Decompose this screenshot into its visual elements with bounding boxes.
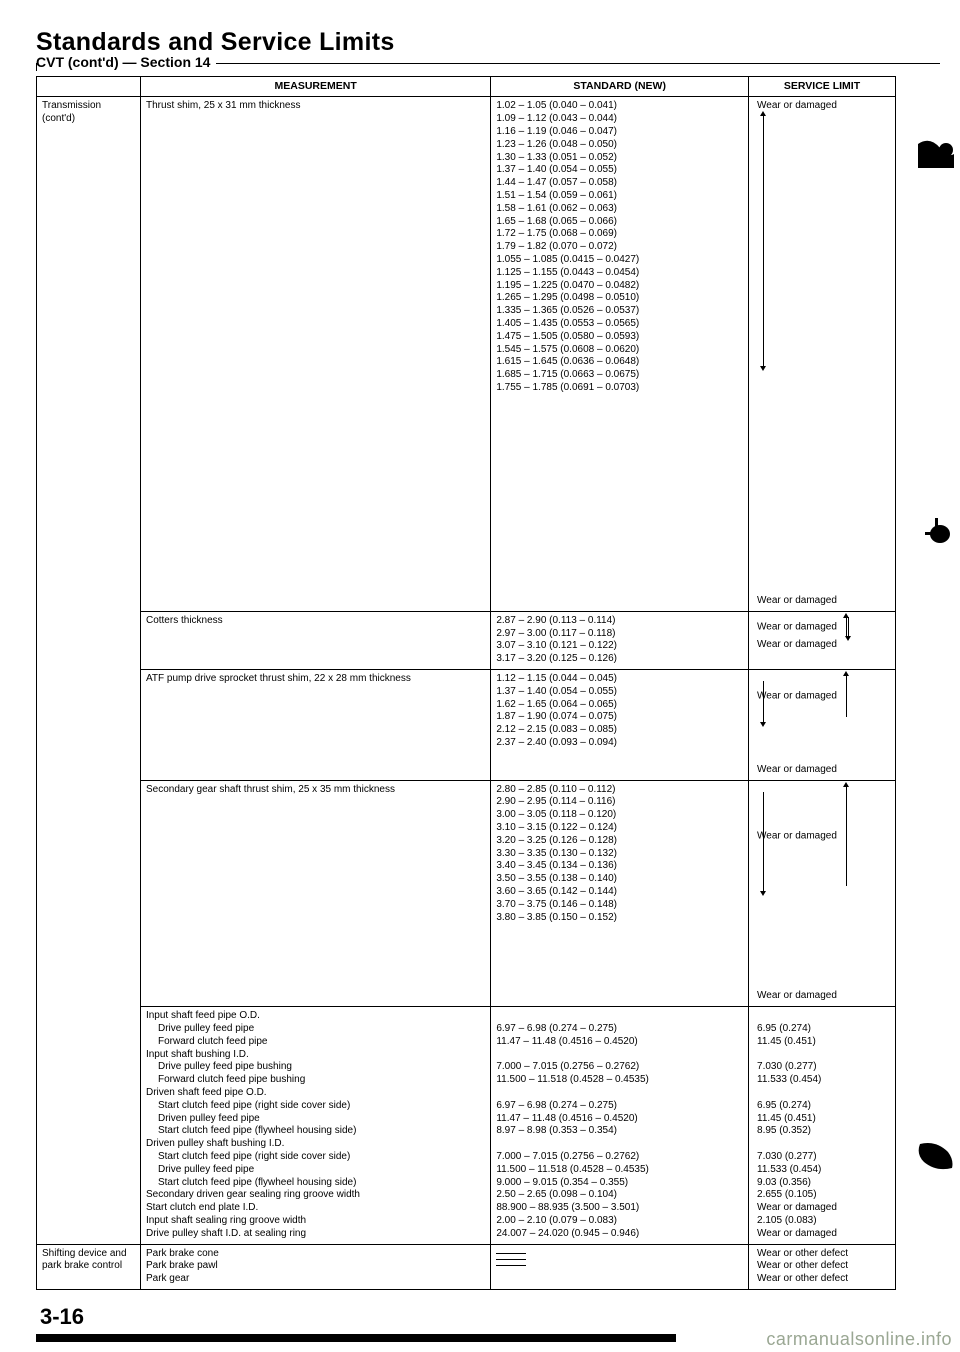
table-row: Transmission (cont'd) Thrust shim, 25 x … bbox=[37, 97, 896, 611]
std-list: 1.02 – 1.05 (0.040 – 0.041)1.09 – 1.12 (… bbox=[496, 100, 743, 394]
col-category bbox=[37, 77, 141, 97]
section-label: CVT (cont'd) — Section 14 bbox=[36, 54, 216, 70]
col-standard: STANDARD (NEW) bbox=[491, 77, 749, 97]
page-number: 3-16 bbox=[40, 1304, 940, 1330]
page-title: Standards and Service Limits bbox=[36, 28, 940, 57]
table-row: Cotters thickness 2.87 – 2.90 (0.113 – 0… bbox=[37, 611, 896, 669]
dash-icon bbox=[496, 1259, 526, 1260]
measurement-cell: Park brake conePark brake pawlPark gear bbox=[140, 1244, 490, 1289]
footer-bar bbox=[36, 1334, 676, 1342]
table-row: ATF pump drive sprocket thrust shim, 22 … bbox=[37, 670, 896, 781]
limit-cell: 6.95 (0.274)11.45 (0.451) 7.030 (0.277)1… bbox=[749, 1007, 896, 1244]
standard-cell: 6.97 – 6.98 (0.274 – 0.275)11.47 – 11.48… bbox=[491, 1007, 749, 1244]
measurement-cell: Secondary gear shaft thrust shim, 25 x 3… bbox=[140, 780, 490, 1007]
limit-cell: Wear or damaged Wear or damaged bbox=[749, 670, 896, 781]
tab-icon bbox=[918, 1142, 954, 1170]
tab-icon bbox=[918, 518, 954, 546]
measurement-cell: Input shaft feed pipe O.D.Drive pulley f… bbox=[140, 1007, 490, 1244]
category-cell: Transmission (cont'd) bbox=[37, 97, 141, 1244]
limit-cell: Wear or damaged Wear or damaged bbox=[749, 97, 896, 611]
measurement-cell: Cotters thickness bbox=[140, 611, 490, 669]
standard-cell: 1.02 – 1.05 (0.040 – 0.041)1.09 – 1.12 (… bbox=[491, 97, 749, 611]
category-cell: Shifting device and park brake control bbox=[37, 1244, 141, 1289]
table-row: Secondary gear shaft thrust shim, 25 x 3… bbox=[37, 780, 896, 1007]
limit-cell: Wear or damaged Wear or damaged bbox=[749, 611, 896, 669]
table-row: Input shaft feed pipe O.D.Drive pulley f… bbox=[37, 1007, 896, 1244]
table-row: Shifting device and park brake control P… bbox=[37, 1244, 896, 1289]
measurement-cell: ATF pump drive sprocket thrust shim, 22 … bbox=[140, 670, 490, 781]
col-limit: SERVICE LIMIT bbox=[749, 77, 896, 97]
standard-cell: 2.87 – 2.90 (0.113 – 0.114)2.97 – 3.00 (… bbox=[491, 611, 749, 669]
measurement-cell: Thrust shim, 25 x 31 mm thickness bbox=[140, 97, 490, 611]
dash-icon bbox=[496, 1253, 526, 1254]
col-measurement: MEASUREMENT bbox=[140, 77, 490, 97]
tab-icon bbox=[918, 140, 954, 168]
standard-cell: 2.80 – 2.85 (0.110 – 0.112)2.90 – 2.95 (… bbox=[491, 780, 749, 1007]
dash-icon bbox=[496, 1265, 526, 1266]
meas-list: Input shaft feed pipe O.D.Drive pulley f… bbox=[146, 1010, 485, 1240]
standard-cell bbox=[491, 1244, 749, 1289]
limit-cell: Wear or other defectWear or other defect… bbox=[749, 1244, 896, 1289]
spec-table: MEASUREMENT STANDARD (NEW) SERVICE LIMIT… bbox=[36, 76, 896, 1290]
section-rule: CVT (cont'd) — Section 14 bbox=[58, 63, 940, 64]
watermark: carmanualsonline.info bbox=[766, 1329, 952, 1350]
standard-cell: 1.12 – 1.15 (0.044 – 0.045)1.37 – 1.40 (… bbox=[491, 670, 749, 781]
limit-cell: Wear or damaged Wear or damaged bbox=[749, 780, 896, 1007]
